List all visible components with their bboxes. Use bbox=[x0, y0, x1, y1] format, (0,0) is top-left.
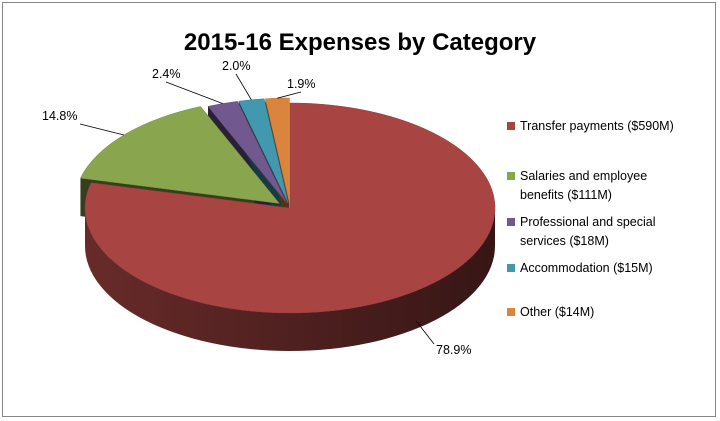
leader-line bbox=[277, 91, 302, 99]
data-label: 1.9% bbox=[287, 77, 316, 91]
data-label: 14.8% bbox=[42, 109, 77, 123]
legend-entry: services ($18M) bbox=[520, 234, 609, 248]
data-label: 2.4% bbox=[152, 67, 181, 81]
legend-swatch bbox=[507, 264, 515, 272]
slice-0 bbox=[84, 102, 496, 314]
leader-line bbox=[79, 123, 124, 136]
legend: Transfer payments ($590M) Salaries and em… bbox=[507, 119, 674, 319]
legend-entry: Accommodation ($15M) bbox=[520, 261, 653, 275]
legend-entry: Transfer payments ($590M) bbox=[520, 119, 674, 133]
data-labels: 78.9% 14.8% 2.4% 2.0% 1.9% bbox=[42, 59, 471, 357]
legend-swatch bbox=[507, 308, 515, 316]
data-label: 2.0% bbox=[222, 59, 251, 73]
legend-swatch bbox=[507, 122, 515, 130]
pie-tops bbox=[80, 97, 496, 314]
legend-entry: Professional and special bbox=[520, 215, 656, 229]
leader-line bbox=[235, 73, 252, 100]
legend-entry: Other ($14M) bbox=[520, 305, 594, 319]
slice-1 bbox=[80, 106, 280, 204]
legend-swatch bbox=[507, 218, 515, 226]
data-label: 78.9% bbox=[436, 343, 471, 357]
legend-swatch bbox=[507, 172, 515, 180]
slice-4 bbox=[265, 97, 290, 204]
legend-entry: Salaries and employee bbox=[520, 169, 647, 183]
chart-title: 2015-16 Expenses by Category bbox=[184, 29, 537, 56]
leader-line bbox=[165, 81, 223, 104]
legend-entry: benefits ($111M) bbox=[520, 188, 612, 202]
slice-side-0 bbox=[85, 208, 495, 351]
leader-line bbox=[415, 320, 435, 345]
leader-lines bbox=[79, 73, 435, 345]
